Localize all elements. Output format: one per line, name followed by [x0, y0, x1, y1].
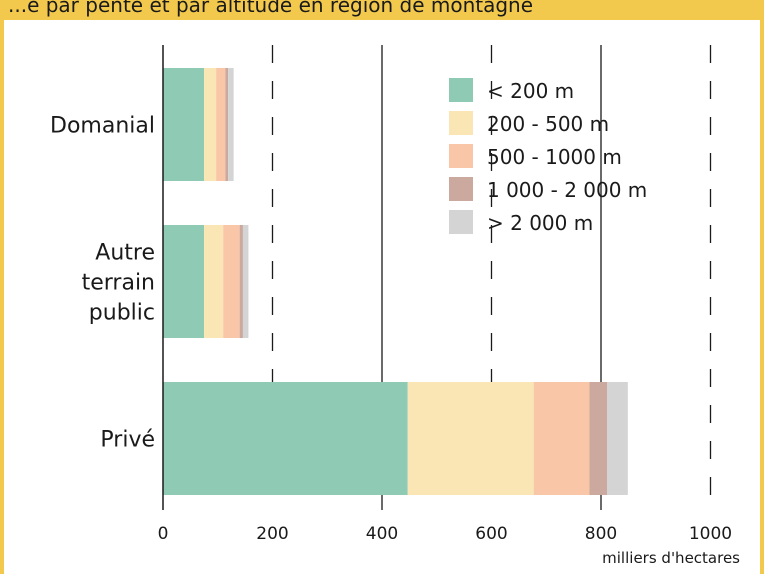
- legend-swatch: [449, 177, 473, 201]
- bar-segment: [589, 382, 608, 495]
- bar-segment: [223, 225, 240, 338]
- left-border: [0, 20, 4, 574]
- legend-swatch: [449, 111, 473, 135]
- legend-label: 500 - 1000 m: [487, 145, 622, 169]
- bar-segment: [607, 382, 628, 495]
- legend: < 200 m 200 - 500 m 500 - 1000 m 1 000 - 2 …: [449, 78, 647, 235]
- bar-segment: [163, 382, 408, 495]
- x-tick-label: 200: [256, 524, 288, 544]
- bar-segment: [242, 225, 249, 338]
- category-label: public: [89, 301, 155, 326]
- bar-segment: [228, 68, 234, 181]
- bar-segment: [533, 382, 590, 495]
- x-tick-labels: 0 200 400 600 800 1000: [158, 524, 733, 544]
- right-border: [760, 20, 764, 574]
- bar-segment: [407, 382, 534, 495]
- bar-segment: [163, 225, 205, 338]
- bar-segment: [216, 68, 226, 181]
- legend-label: 200 - 500 m: [487, 112, 609, 136]
- x-axis-label: milliers d'hectares: [602, 549, 740, 567]
- x-tick-label: 1000: [689, 524, 732, 544]
- category-label: Privé: [100, 428, 155, 453]
- x-tick-label: 0: [158, 524, 169, 544]
- category-label: terrain: [82, 271, 155, 296]
- legend-swatch: [449, 144, 473, 168]
- bar-segment: [163, 68, 205, 181]
- legend-label: > 2 000 m: [487, 211, 593, 235]
- legend-label: 1 000 - 2 000 m: [487, 178, 647, 202]
- header-title: ...e par pente et par altitude en région…: [8, 0, 534, 17]
- bars: [163, 68, 628, 495]
- bar-segment: [204, 68, 217, 181]
- category-label: Domanial: [50, 114, 155, 139]
- x-tick-label: 400: [366, 524, 398, 544]
- bar-segment: [239, 225, 243, 338]
- category-labels: Domanial Autre terrain public Privé: [50, 114, 155, 453]
- header-band: ...e par pente et par altitude en région…: [0, 0, 764, 20]
- bar-segment: [204, 225, 224, 338]
- legend-swatch: [449, 210, 473, 234]
- x-tick-label: 600: [475, 524, 507, 544]
- x-tick-label: 800: [585, 524, 617, 544]
- category-label: Autre: [95, 241, 155, 266]
- legend-label: < 200 m: [487, 79, 574, 103]
- legend-swatch: [449, 78, 473, 102]
- bar-segment: [225, 68, 229, 181]
